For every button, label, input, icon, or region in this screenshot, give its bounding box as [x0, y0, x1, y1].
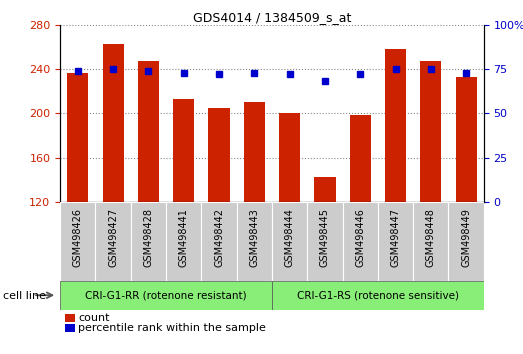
Text: GSM498448: GSM498448: [426, 208, 436, 267]
Bar: [208, 108, 230, 202]
Bar: [307, 202, 343, 281]
Text: GSM498444: GSM498444: [285, 208, 294, 267]
Bar: [385, 49, 406, 202]
Title: GDS4014 / 1384509_s_at: GDS4014 / 1384509_s_at: [193, 11, 351, 24]
Text: GSM498442: GSM498442: [214, 208, 224, 267]
Bar: [343, 202, 378, 281]
Bar: [60, 202, 95, 281]
Bar: [131, 202, 166, 281]
Bar: [173, 99, 195, 202]
Bar: [67, 73, 88, 202]
Text: GSM498446: GSM498446: [355, 208, 365, 267]
Text: CRI-G1-RR (rotenone resistant): CRI-G1-RR (rotenone resistant): [85, 290, 247, 300]
Bar: [279, 113, 300, 202]
Bar: [103, 44, 123, 202]
Text: GSM498428: GSM498428: [143, 208, 153, 267]
Bar: [201, 202, 236, 281]
Text: GSM498441: GSM498441: [179, 208, 189, 267]
Bar: [456, 77, 476, 202]
Bar: [449, 202, 484, 281]
Bar: [378, 202, 413, 281]
Bar: [349, 115, 371, 202]
Bar: [272, 281, 484, 310]
Text: GSM498427: GSM498427: [108, 208, 118, 267]
Bar: [95, 202, 131, 281]
Bar: [314, 177, 336, 202]
Bar: [413, 202, 449, 281]
Text: GSM498443: GSM498443: [249, 208, 259, 267]
Text: CRI-G1-RS (rotenone sensitive): CRI-G1-RS (rotenone sensitive): [297, 290, 459, 300]
Text: GSM498445: GSM498445: [320, 208, 330, 267]
Bar: [60, 281, 272, 310]
Text: GSM498426: GSM498426: [73, 208, 83, 267]
Text: GSM498449: GSM498449: [461, 208, 471, 267]
Bar: [272, 202, 308, 281]
Text: cell line: cell line: [3, 291, 46, 301]
Bar: [420, 61, 441, 202]
Text: percentile rank within the sample: percentile rank within the sample: [78, 323, 266, 333]
Bar: [138, 61, 159, 202]
Text: count: count: [78, 313, 110, 323]
Text: GSM498447: GSM498447: [391, 208, 401, 267]
Bar: [244, 102, 265, 202]
Bar: [166, 202, 201, 281]
Bar: [236, 202, 272, 281]
